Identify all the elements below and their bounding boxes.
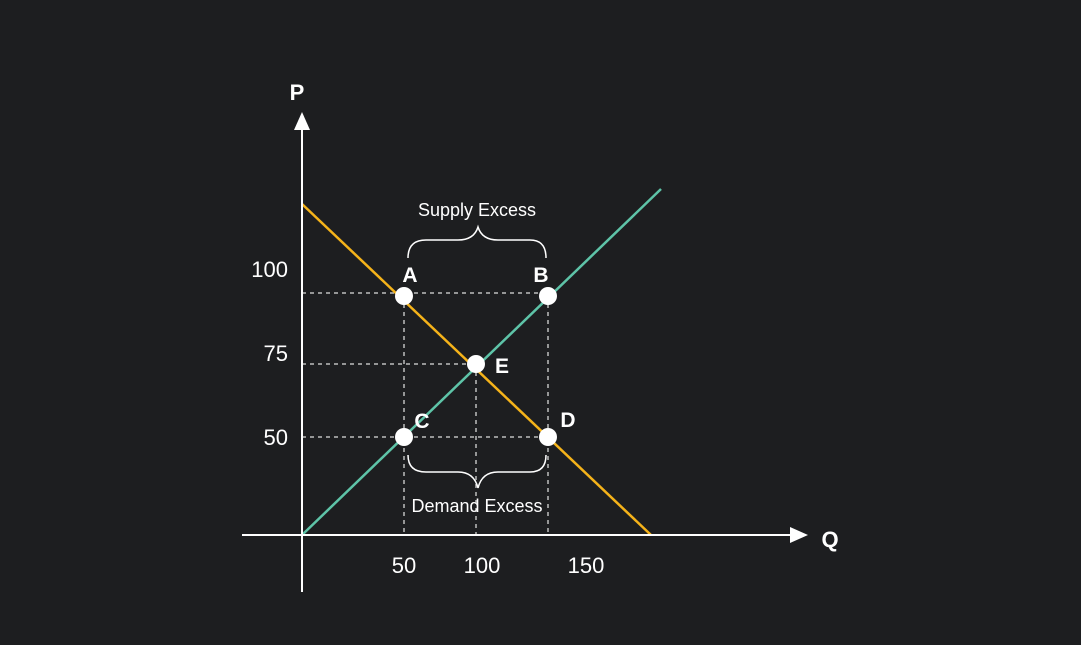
point-c-label: C	[414, 410, 429, 433]
x-tick-100: 100	[464, 553, 501, 578]
x-tick-50: 50	[392, 553, 416, 578]
guide-lines	[302, 292, 549, 535]
demand-excess-brace	[407, 454, 547, 489]
point-e-marker	[467, 355, 485, 373]
supply-excess-brace	[407, 224, 547, 259]
point-b: B	[533, 264, 557, 305]
point-e: E	[467, 355, 509, 378]
point-d-marker	[539, 428, 557, 446]
y-tick-50: 50	[264, 425, 288, 450]
y-tick-100: 100	[251, 257, 288, 282]
point-d-label: D	[560, 409, 575, 432]
x-tick-150: 150	[568, 553, 605, 578]
point-b-label: B	[533, 264, 548, 287]
supply-excess-label: Supply Excess	[418, 200, 536, 220]
point-a: A	[395, 264, 418, 305]
point-c: C	[395, 410, 430, 446]
point-d: D	[539, 409, 576, 446]
x-axis-label: Q	[821, 527, 838, 552]
point-c-marker	[395, 428, 413, 446]
point-b-marker	[539, 287, 557, 305]
point-e-label: E	[495, 355, 509, 378]
y-axis-label: P	[290, 80, 305, 105]
y-tick-75: 75	[264, 341, 288, 366]
demand-excess-label: Demand Excess	[411, 496, 542, 516]
point-a-label: A	[402, 264, 417, 287]
point-a-marker	[395, 287, 413, 305]
